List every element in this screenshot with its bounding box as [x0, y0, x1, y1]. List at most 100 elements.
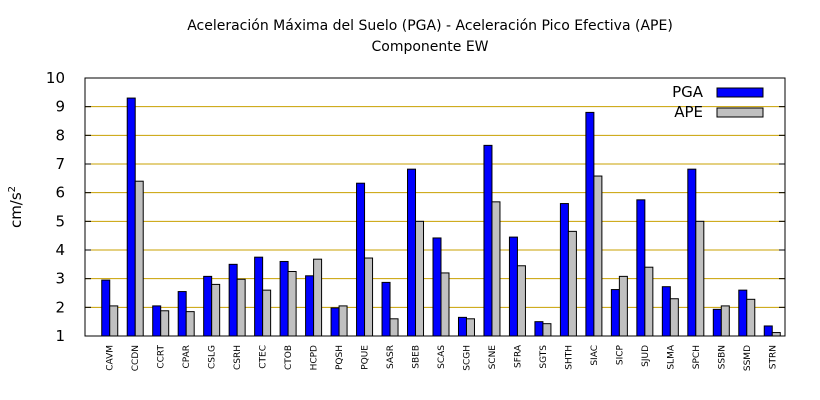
category-label: SPCH: [692, 345, 702, 369]
category-label: PQUE: [361, 345, 371, 370]
y-tick-label: 7: [55, 155, 65, 173]
bar-ape: [160, 310, 170, 337]
bar-ape: [618, 275, 628, 337]
bar-ape: [134, 180, 144, 337]
bar-pga: [559, 203, 569, 337]
category-label: CCRT: [157, 345, 167, 369]
category-labels: CAVM CCDN CCRT CPAR CSLG CSRH CTEC CTOB HCPD PQSH…: [106, 344, 779, 371]
bar-pga: [508, 236, 518, 337]
bar-ape: [287, 271, 297, 337]
bar-pga: [126, 97, 136, 337]
chart-title: Aceleración Máxima del Suelo (PGA) - Ace…: [187, 18, 673, 34]
chart-subtitle: Componente EW: [371, 39, 488, 55]
bar-pga: [305, 275, 315, 337]
category-label: SCNE: [488, 345, 498, 370]
category-label: SSBN: [717, 345, 727, 369]
bar-pga: [381, 281, 391, 337]
bar-ape: [567, 230, 577, 337]
bar-pga: [152, 305, 162, 337]
y-axis-ticks: 1 2 3 4 5 6 7 8 9 10: [46, 69, 785, 345]
bar-pga: [534, 321, 544, 337]
bar-ape: [771, 332, 781, 337]
category-label: SCAS: [437, 345, 447, 369]
bar-pga: [254, 256, 264, 337]
bar-ape: [364, 257, 374, 337]
bar-pga: [101, 279, 111, 337]
bar-pga: [203, 275, 213, 337]
bar-ape: [491, 201, 501, 337]
bar-pga: [177, 291, 187, 337]
bar-ape: [465, 318, 475, 337]
bar-ape: [542, 323, 552, 337]
bar-pga: [228, 263, 238, 337]
category-label: SFRA: [513, 344, 523, 368]
bar-ape: [593, 175, 603, 337]
bar-pga: [738, 289, 748, 337]
bar-ape: [389, 318, 399, 337]
y-tick-label: 4: [55, 241, 65, 259]
bar-pga: [712, 308, 722, 337]
bar-pga: [457, 316, 467, 337]
y-tick-label: 8: [55, 126, 65, 144]
category-label: SBEB: [412, 345, 422, 369]
y-tick-label: 5: [55, 212, 65, 230]
y-axis-label: cm/s2: [7, 186, 25, 228]
category-label: CTEC: [259, 345, 269, 369]
category-label: CPAR: [182, 345, 192, 369]
bar-ape: [669, 298, 679, 337]
plot-frame: [84, 77, 786, 337]
category-label: SICP: [615, 344, 625, 365]
bar-ape: [746, 298, 756, 337]
category-label: SLMA: [666, 344, 676, 369]
category-label: HCPD: [310, 345, 320, 370]
bar-ape: [440, 272, 450, 337]
bar-ape: [262, 289, 272, 337]
bar-pga: [585, 111, 595, 337]
bar-ape: [313, 258, 323, 337]
category-label: CSRH: [233, 345, 243, 370]
legend-swatch-pga: [716, 87, 764, 98]
y-axis-label-text: cm/s: [7, 192, 25, 228]
category-label: PQSH: [335, 345, 345, 370]
bar-pga: [279, 260, 289, 337]
bars: [101, 97, 781, 337]
legend: PGA APE: [672, 83, 764, 121]
bar-pga: [687, 168, 697, 337]
bar-ape: [720, 305, 730, 337]
bar-pga: [356, 182, 366, 337]
bar-pga: [432, 237, 442, 337]
category-label: SJUD: [641, 345, 651, 367]
bar-pga: [483, 144, 493, 337]
category-label: CCDN: [131, 345, 141, 371]
bar-ape: [211, 283, 221, 337]
bar-pga: [330, 307, 340, 337]
y-tick-label: 1: [55, 327, 65, 345]
bar-ape: [338, 305, 348, 337]
bar-pga: [661, 286, 671, 337]
y-tick-label: 10: [46, 69, 65, 87]
category-label: STRN: [768, 345, 778, 369]
bar-ape: [516, 265, 526, 337]
y-tick-label: 9: [55, 98, 65, 116]
bar-ape: [109, 305, 119, 337]
bar-pga: [407, 168, 417, 337]
category-label: SHTH: [564, 345, 574, 370]
category-label: CTOB: [284, 345, 294, 370]
category-label: CAVM: [106, 345, 116, 371]
bar-ape: [415, 220, 425, 337]
bar-ape: [644, 266, 654, 337]
bar-pga: [763, 325, 773, 337]
category-label: CSLG: [208, 345, 218, 369]
legend-swatch-ape: [716, 107, 764, 118]
legend-label: APE: [674, 103, 703, 121]
y-axis-label-superscript: 2: [7, 186, 18, 192]
y-tick-label: 2: [55, 298, 65, 316]
bar-pga: [636, 199, 646, 337]
category-label: SGTS: [539, 345, 549, 369]
bar-ape: [185, 311, 195, 337]
y-tick-label: 3: [55, 270, 65, 288]
bar-pga: [610, 289, 620, 337]
category-label: SSMD: [743, 345, 753, 371]
category-label: SASR: [386, 345, 396, 369]
category-label: SCGH: [462, 345, 472, 371]
